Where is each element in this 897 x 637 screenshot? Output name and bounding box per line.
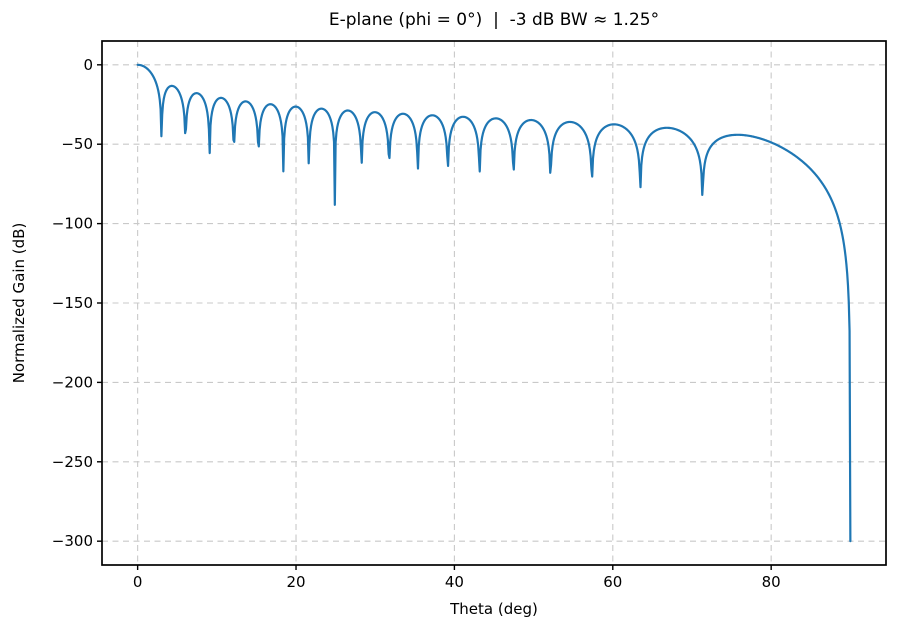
y-tick-label: −200 (52, 373, 93, 391)
y-tick-label: 0 (83, 56, 93, 74)
x-tick-label: 80 (762, 573, 781, 591)
y-tick-label: −50 (61, 135, 93, 153)
y-tick-label: −300 (52, 532, 93, 550)
chart-title: E-plane (phi = 0°) | -3 dB BW ≈ 1.25° (328, 10, 660, 30)
x-axis-label: Theta (deg) (450, 600, 538, 618)
y-tick-label: −250 (52, 453, 93, 471)
x-tick-label: 60 (603, 573, 622, 591)
gain-curve (136, 63, 852, 543)
x-tick-label: 40 (445, 573, 464, 591)
x-tick-label: 0 (133, 573, 143, 591)
axis-tick-labels: 0 20 40 60 80 0 −50 −100 −150 −200 −250 −300 (52, 56, 781, 591)
y-tick-label: −150 (52, 294, 93, 312)
x-tick-label: 20 (286, 573, 305, 591)
y-tick-label: −100 (52, 215, 93, 233)
grid-lines (102, 41, 886, 565)
axis-ticks (97, 64, 772, 570)
